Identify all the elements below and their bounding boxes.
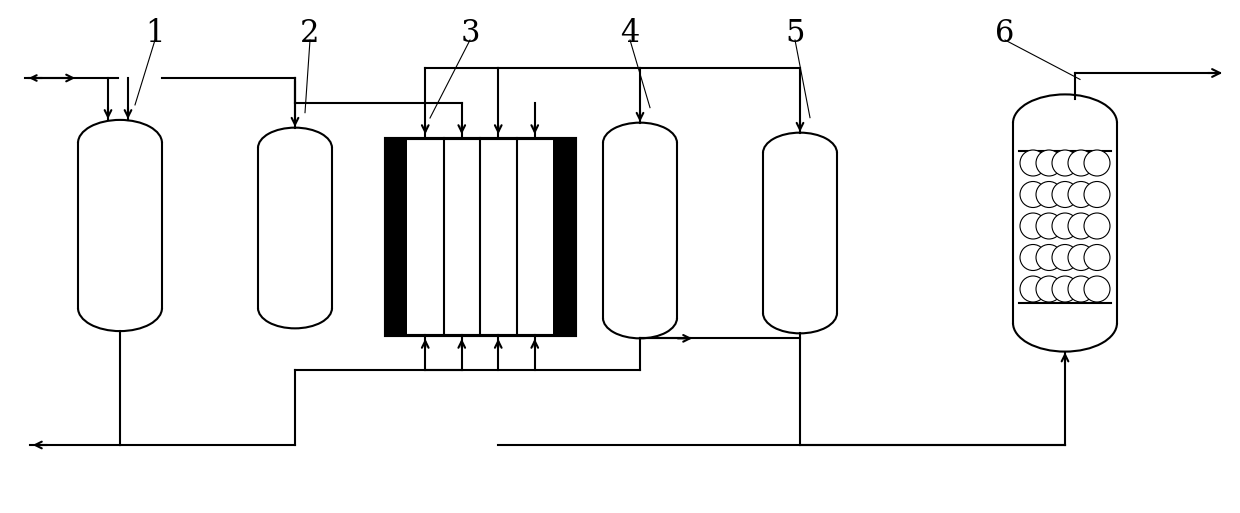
Text: 1: 1: [145, 17, 165, 49]
Circle shape: [1052, 150, 1078, 176]
Circle shape: [1035, 213, 1061, 239]
Text: 5: 5: [785, 17, 805, 49]
Bar: [553, 138, 575, 335]
Bar: [258, 148, 332, 308]
Circle shape: [1035, 276, 1061, 302]
Circle shape: [1035, 245, 1061, 270]
Circle shape: [1021, 150, 1047, 176]
Circle shape: [1084, 276, 1110, 302]
Ellipse shape: [1013, 294, 1117, 351]
Bar: [1013, 123, 1117, 323]
Text: 2: 2: [300, 17, 320, 49]
Circle shape: [1052, 276, 1078, 302]
Circle shape: [1021, 245, 1047, 270]
Ellipse shape: [603, 298, 677, 339]
Bar: [384, 138, 407, 335]
Circle shape: [1035, 182, 1061, 207]
Ellipse shape: [258, 128, 332, 168]
Ellipse shape: [1013, 94, 1117, 152]
Bar: [384, 138, 575, 335]
Ellipse shape: [78, 120, 162, 166]
Text: 3: 3: [460, 17, 480, 49]
Circle shape: [1068, 276, 1094, 302]
Bar: [763, 153, 837, 313]
Bar: [78, 143, 162, 308]
Ellipse shape: [763, 133, 837, 173]
Circle shape: [1084, 182, 1110, 207]
Ellipse shape: [763, 292, 837, 333]
Bar: [603, 143, 677, 318]
Circle shape: [1068, 182, 1094, 207]
Circle shape: [1068, 213, 1094, 239]
Text: 6: 6: [996, 17, 1014, 49]
Text: 4: 4: [620, 17, 640, 49]
Circle shape: [1021, 182, 1047, 207]
Ellipse shape: [603, 123, 677, 163]
Circle shape: [1021, 213, 1047, 239]
Circle shape: [1068, 150, 1094, 176]
Circle shape: [1084, 150, 1110, 176]
Circle shape: [1084, 245, 1110, 270]
Ellipse shape: [258, 288, 332, 328]
Circle shape: [1068, 245, 1094, 270]
Circle shape: [1021, 276, 1047, 302]
Circle shape: [1084, 213, 1110, 239]
Circle shape: [1052, 213, 1078, 239]
Circle shape: [1035, 150, 1061, 176]
Ellipse shape: [78, 285, 162, 331]
Circle shape: [1052, 245, 1078, 270]
Circle shape: [1052, 182, 1078, 207]
